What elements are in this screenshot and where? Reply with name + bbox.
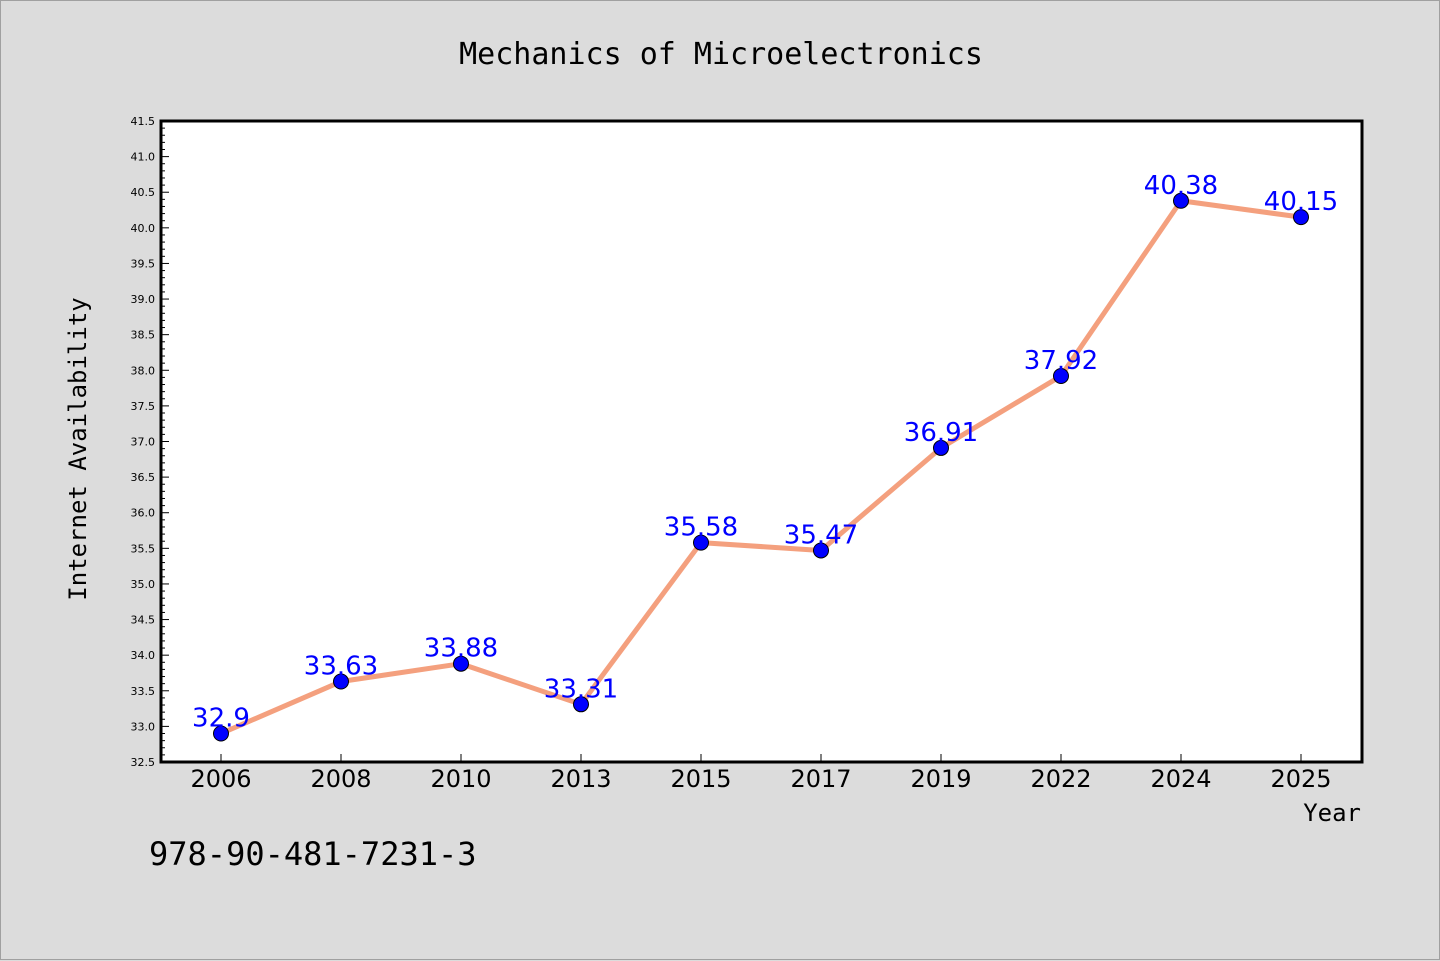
data-point bbox=[453, 655, 469, 672]
x-tick-label: 2006 bbox=[190, 765, 251, 793]
x-axis: 2006 2008 2010 2013 2015 2017 2019 2022 2024 2025 bbox=[190, 754, 1332, 793]
y-tick-label: 39.0 bbox=[131, 293, 156, 306]
data-point bbox=[573, 696, 589, 713]
x-tick-label: 2022 bbox=[1030, 765, 1091, 793]
data-point bbox=[1173, 192, 1189, 209]
y-tick-label: 38.5 bbox=[131, 329, 156, 342]
y-tick-label: 36.5 bbox=[131, 471, 156, 484]
y-tick-label: 38.0 bbox=[131, 364, 156, 377]
data-points bbox=[213, 192, 1309, 742]
data-label: 40.38 bbox=[1144, 171, 1218, 201]
y-tick-label: 35.5 bbox=[131, 542, 156, 555]
series-line-group bbox=[220, 198, 1302, 736]
data-label: 32.9 bbox=[192, 704, 250, 734]
y-tick-label: 34.0 bbox=[131, 649, 156, 662]
y-tick-label: 39.5 bbox=[131, 257, 156, 270]
isbn-footer-text: 978-90-481-7231-3 bbox=[149, 835, 477, 873]
data-label: 33.88 bbox=[424, 634, 498, 664]
data-label: 33.63 bbox=[304, 652, 378, 682]
y-tick-label: 32.5 bbox=[131, 756, 156, 769]
data-point bbox=[1293, 209, 1309, 226]
data-point bbox=[933, 439, 949, 456]
series-line bbox=[220, 198, 1302, 736]
data-point bbox=[1053, 367, 1069, 384]
x-tick-label: 2013 bbox=[550, 765, 611, 793]
chart-title: Mechanics of Microelectronics bbox=[459, 37, 983, 72]
y-tick-label: 40.5 bbox=[131, 186, 156, 199]
y-tick-label: 36.0 bbox=[131, 507, 156, 520]
y-tick-label: 40.0 bbox=[131, 222, 156, 235]
data-label: 33.31 bbox=[544, 674, 618, 704]
data-label: 40.15 bbox=[1264, 187, 1338, 217]
x-tick-label: 2024 bbox=[1150, 765, 1211, 793]
data-label: 37.92 bbox=[1024, 346, 1098, 376]
x-tick-label: 2025 bbox=[1270, 765, 1331, 793]
data-labels: 32.9 33.63 33.88 33.31 35.58 35.47 36.91 37.92 4… bbox=[192, 171, 1338, 734]
data-label: 35.47 bbox=[784, 520, 858, 550]
data-label: 35.58 bbox=[664, 513, 738, 543]
data-point bbox=[333, 673, 349, 690]
data-point bbox=[813, 542, 829, 559]
x-tick-label: 2017 bbox=[790, 765, 851, 793]
data-point bbox=[213, 725, 229, 742]
data-point bbox=[693, 534, 709, 551]
x-axis-label: Year bbox=[1303, 799, 1361, 827]
data-label: 36.91 bbox=[904, 418, 978, 448]
y-axis-label: Internet Availability bbox=[64, 297, 92, 600]
y-tick-label: 33.5 bbox=[131, 685, 156, 698]
y-tick-label: 41.0 bbox=[131, 151, 156, 164]
y-tick-label: 35.0 bbox=[131, 578, 156, 591]
y-tick-label: 33.0 bbox=[131, 720, 156, 733]
x-tick-label: 2015 bbox=[670, 765, 731, 793]
y-tick-label: 34.5 bbox=[131, 614, 156, 627]
y-tick-label: 37.0 bbox=[131, 436, 156, 449]
x-tick-label: 2008 bbox=[310, 765, 371, 793]
x-tick-label: 2019 bbox=[910, 765, 971, 793]
x-tick-label: 2010 bbox=[430, 765, 491, 793]
y-tick-label: 37.5 bbox=[131, 400, 156, 413]
y-tick-label: 41.5 bbox=[131, 115, 156, 128]
y-axis: 32.5 33.0 33.5 34.0 34.5 35.0 35.5 36.0 36.5 37.0… bbox=[131, 115, 169, 769]
